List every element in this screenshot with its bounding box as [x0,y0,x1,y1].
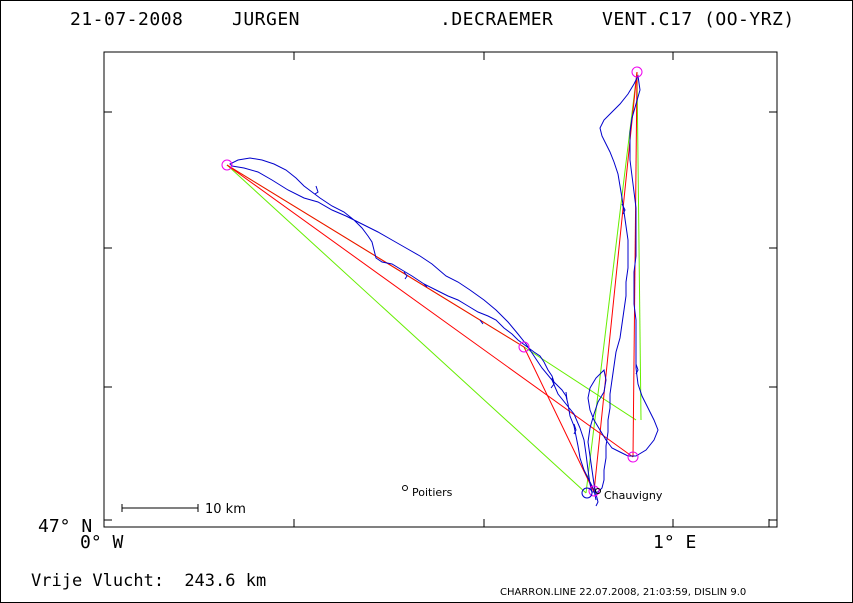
turnpoints [221,66,643,497]
place-poitiers: Poitiers [412,486,453,499]
plot-area [103,51,778,528]
latitude-label: 47° N [38,516,93,537]
longitude-left-label: 0° W [80,532,124,553]
axis-ticks [103,52,777,527]
glider-name: VENT.C17 (OO-YRZ) [602,9,795,30]
longitude-right-label: 1° E [653,532,697,553]
landing-point-icon [581,487,593,499]
pilot-first-name: JURGEN [232,9,301,30]
thermal-marks [314,185,639,435]
free-flight-label: Vrije Vlucht: [31,571,165,591]
free-flight-distance: 243.6 km [184,571,267,591]
poitiers-marker-icon [402,485,408,491]
task-lines-green [226,71,642,494]
start-point-icon [588,485,600,497]
credits-line: CHARRON.LINE 22.07.2008, 21:03:59, DISLI… [500,587,747,598]
turnpoint-2-icon [518,341,530,353]
place-chauvigny: Chauvigny [604,489,663,502]
scale-label: 10 km [205,502,246,517]
turnpoint-1-icon [221,159,233,171]
pilot-last-name: .DECRAEMER [440,9,554,30]
turnpoint-3-icon [631,66,643,78]
turnpoint-4-icon [627,451,639,463]
scale-bar [121,504,199,512]
flight-date: 21-07-2008 [70,9,184,30]
free-flight-summary: Vrije Vlucht: 243.6 km [31,571,266,591]
chauvigny-marker-icon [595,488,601,494]
flight-track [229,74,659,507]
